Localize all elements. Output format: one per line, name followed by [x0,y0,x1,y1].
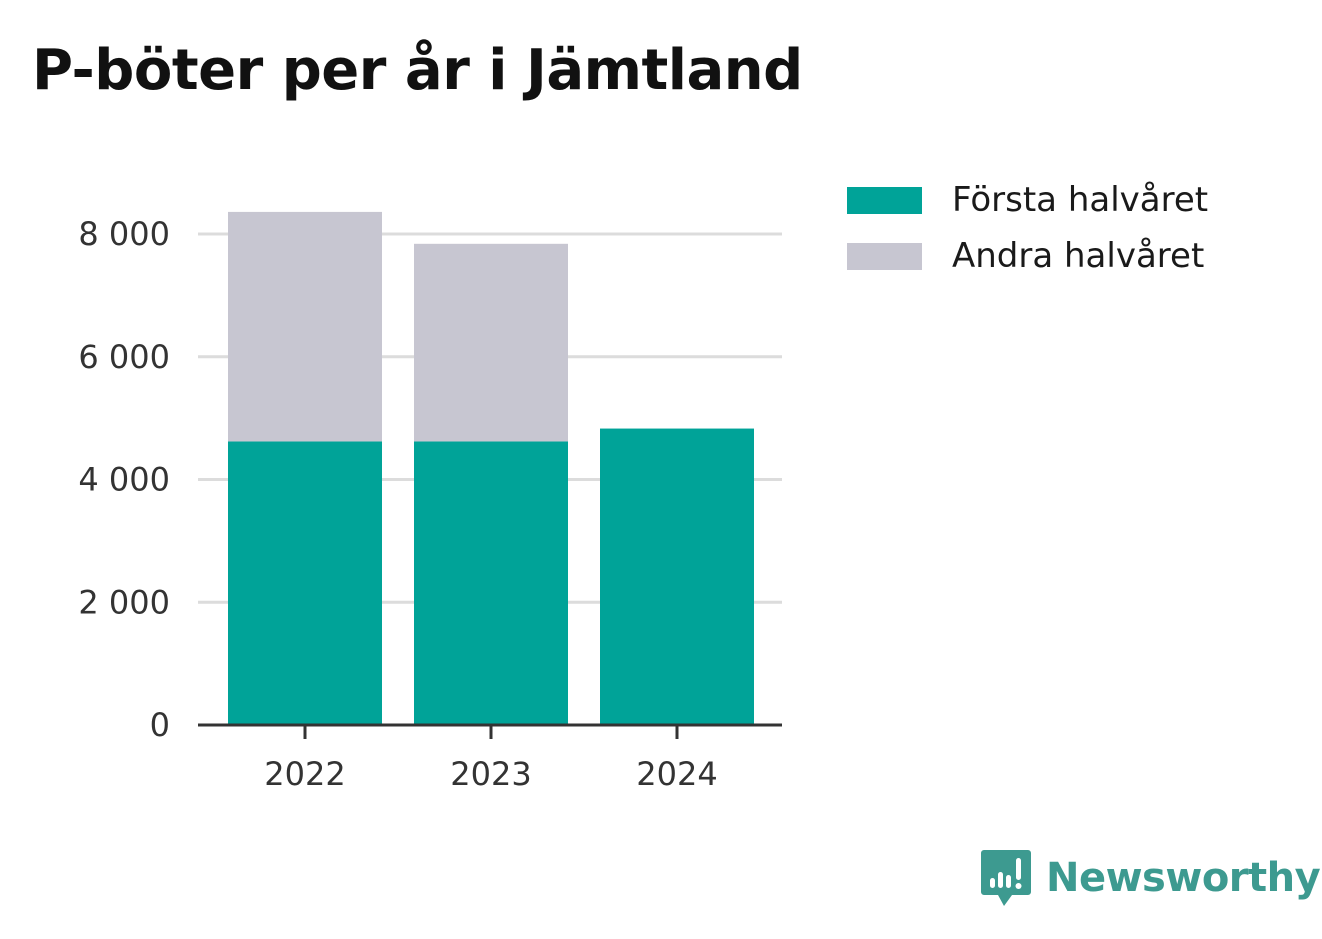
legend: Första halvåret Andra halvåret [847,172,1208,284]
x-tick-label-2022: 2022 [264,755,345,793]
bar-2024-series-0 [600,428,754,725]
x-tick-label-2024: 2024 [636,755,717,793]
legend-swatch-first-half [847,186,922,214]
bar-2022-series-1 [228,211,382,442]
newsworthy-logo: Newsworthy [980,848,1321,908]
legend-label-second-half: Andra halvåret [952,236,1205,276]
legend-label-first-half: Första halvåret [952,180,1209,220]
y-tick-label-6000: 6 000 [78,338,170,376]
y-tick-label-0: 0 [150,706,170,744]
y-tick-label-8000: 8 000 [78,215,170,253]
bar-2023-series-1 [414,243,568,442]
bar-2022-series-0 [228,441,382,725]
bar-2023-series-0 [414,441,568,725]
legend-swatch-second-half [847,242,922,270]
legend-item-second-half: Andra halvåret [847,228,1208,284]
brand-name: Newsworthy [1046,855,1321,901]
y-tick-label-2000: 2 000 [78,583,170,621]
bars [228,211,754,725]
legend-item-first-half: Första halvåret [847,172,1208,228]
y-tick-label-4000: 4 000 [78,461,170,499]
bar-chart-speech-bubble-icon [981,850,1031,906]
x-tick-label-2023: 2023 [450,755,531,793]
chart-title: P-böter per år i Jämtland [32,38,803,103]
axes: 0 2 000 4 000 6 000 8 000 2022 2023 2024 [78,215,782,793]
